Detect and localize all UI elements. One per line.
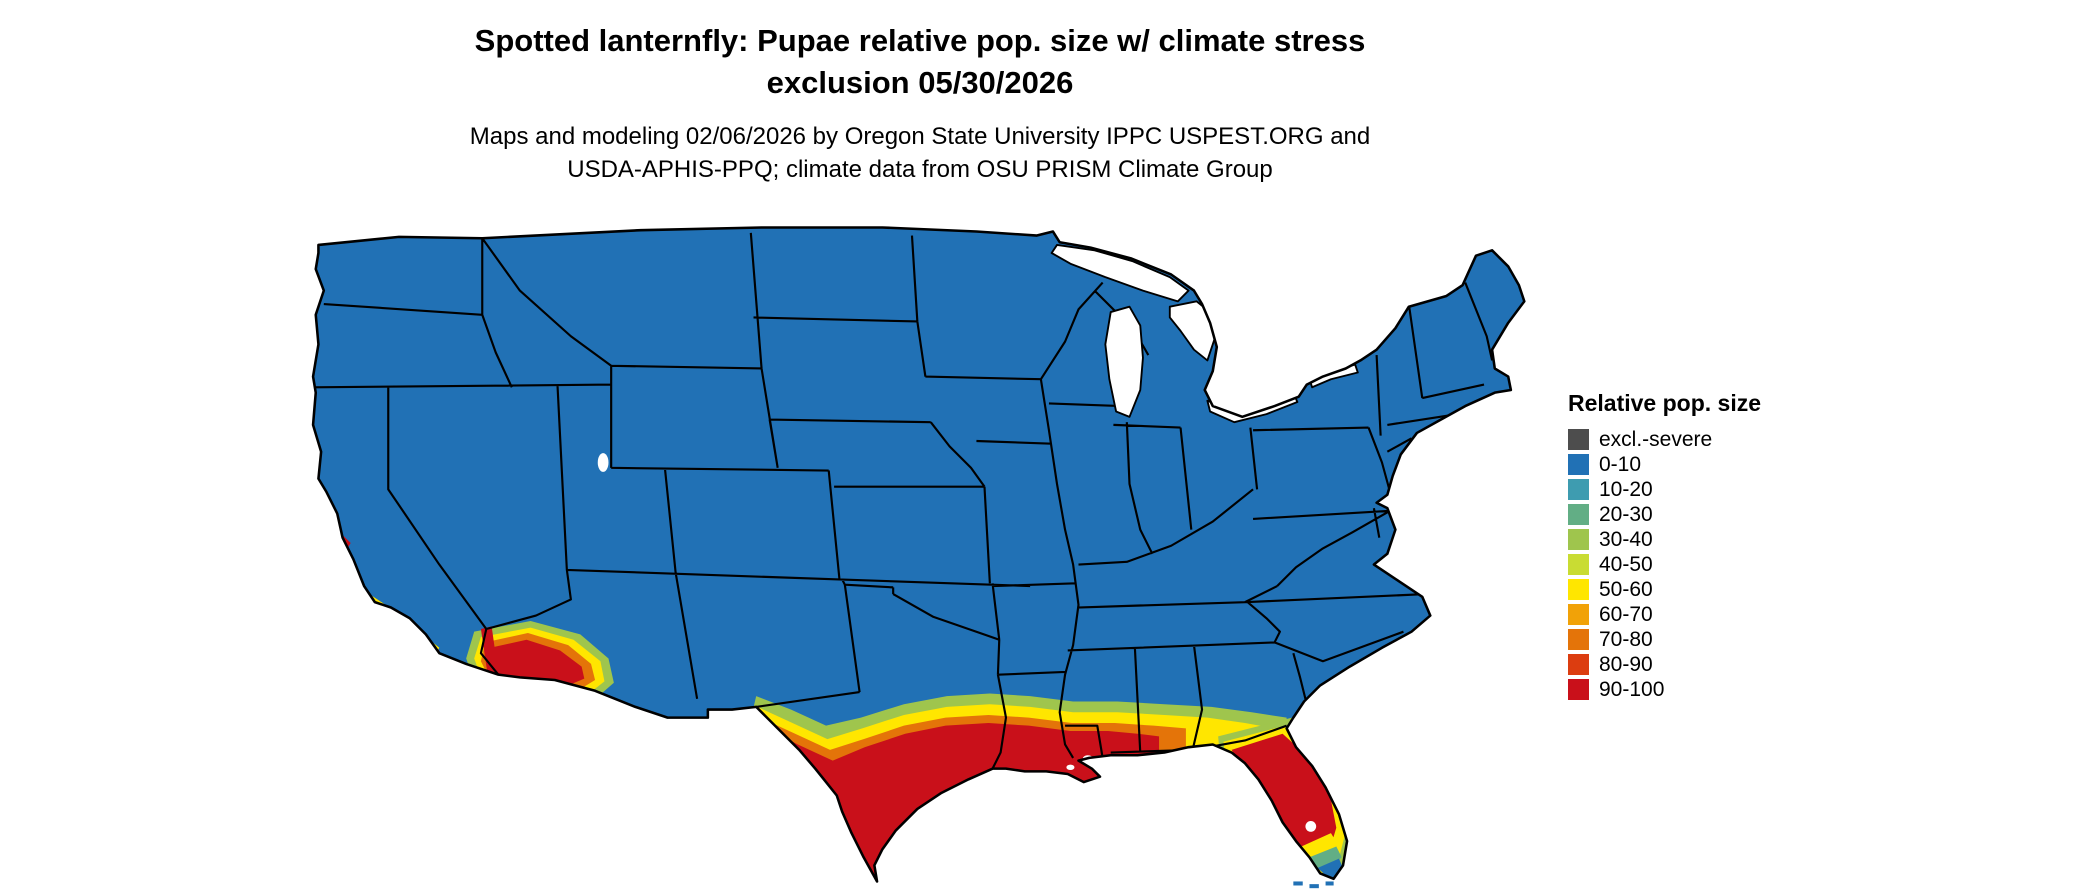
legend-swatch	[1568, 679, 1589, 700]
legend-swatch	[1568, 554, 1589, 575]
florida-tip-green	[1309, 846, 1342, 873]
lake-michigan	[1104, 305, 1144, 418]
legend-item: 40-50	[1568, 552, 1761, 576]
legend-item-label: 90-100	[1599, 677, 1665, 701]
florida-keys	[1293, 881, 1334, 889]
legend-item-label: excl.-severe	[1599, 427, 1713, 451]
legend-item-label: 40-50	[1599, 552, 1653, 576]
legend-item: 30-40	[1568, 527, 1761, 551]
legend-swatch	[1568, 479, 1589, 500]
legend-swatch	[1568, 629, 1589, 650]
legend-item-label: 0-10	[1599, 452, 1642, 476]
legend: Relative pop. size excl.-severe 0-10 10-…	[1568, 390, 1761, 704]
legend-item-label: 20-30	[1599, 502, 1653, 526]
florida-key-speck	[1325, 881, 1334, 886]
page-title-line1: Spotted lanternfly: Pupae relative pop. …	[474, 23, 1366, 58]
legend-item: 50-60	[1568, 577, 1761, 601]
atchafalaya-water	[1066, 764, 1075, 770]
legend-item: 20-30	[1568, 502, 1761, 526]
legend-item: 60-70	[1568, 602, 1761, 626]
legend-title: Relative pop. size	[1568, 390, 1762, 416]
legend-item-label: 30-40	[1599, 527, 1653, 551]
state-borders	[313, 232, 1494, 770]
florida-key-speck	[1309, 884, 1319, 889]
florida-key-speck	[1293, 881, 1303, 886]
page-title-line2: exclusion 05/30/2026	[766, 65, 1074, 100]
us-map-svg	[311, 226, 1526, 889]
florida-tip-yellow	[1301, 833, 1339, 863]
legend-swatch	[1568, 454, 1589, 475]
great-salt-lake	[597, 453, 609, 472]
legend-item: 10-20	[1568, 477, 1761, 501]
legend-item-label: 50-60	[1599, 577, 1653, 601]
legend-swatch	[1568, 429, 1589, 450]
legend-item-label: 80-90	[1599, 652, 1653, 676]
subtitle-line2: USDA-APHIS-PPQ; climate data from OSU PR…	[567, 156, 1273, 183]
legend-item: 70-80	[1568, 627, 1761, 651]
subtitle: Maps and modeling 02/06/2026 by Oregon S…	[0, 120, 1840, 186]
us-outline	[311, 226, 1526, 883]
legend-item: excl.-severe	[1568, 427, 1761, 451]
legend-item-label: 60-70	[1599, 602, 1653, 626]
legend-swatch	[1568, 604, 1589, 625]
lake-okeechobee	[1305, 821, 1317, 832]
legend-swatch	[1568, 654, 1589, 675]
legend-item: 80-90	[1568, 652, 1761, 676]
legend-item-label: 10-20	[1599, 477, 1653, 501]
legend-swatch	[1568, 529, 1589, 550]
legend-item-label: 70-80	[1599, 627, 1653, 651]
subtitle-line1: Maps and modeling 02/06/2026 by Oregon S…	[469, 123, 1371, 150]
legend-item: 0-10	[1568, 452, 1761, 476]
map-canvas	[305, 226, 1527, 891]
legend-swatch	[1568, 504, 1589, 525]
legend-swatch	[1568, 579, 1589, 600]
lake-superior	[1050, 244, 1190, 303]
florida-tip-blue	[1317, 858, 1344, 881]
legend-item: 90-100	[1568, 677, 1761, 701]
header: Spotted lanternfly: Pupae relative pop. …	[0, 20, 1840, 186]
